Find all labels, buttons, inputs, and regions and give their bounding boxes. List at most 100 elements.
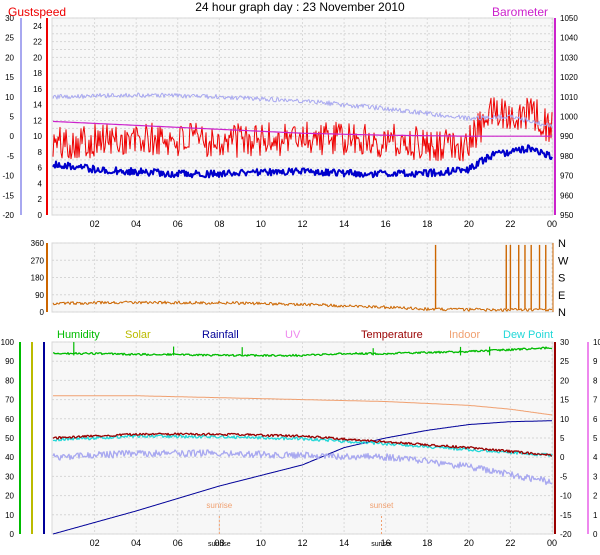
panel-top-left-tick: 14: [33, 101, 42, 110]
panel-bottom-x-tick: 12: [297, 538, 307, 548]
panel-top-x-tick: 10: [256, 219, 266, 229]
panel-bottom-right-tick: -15: [560, 511, 572, 520]
panel-bottom-x-tick: 16: [381, 538, 391, 548]
series-direction-line: [52, 300, 553, 312]
panel-bottom-right-tick: -20: [560, 530, 572, 539]
panel-top-left-tick: 24: [33, 22, 42, 31]
panel-bottom-uv-tick: 1: [593, 511, 598, 520]
panel-bottom-left-tick: 100: [1, 338, 15, 347]
panel-top-outer-left-tick: -15: [2, 191, 14, 200]
panel-direction-left-tick: 90: [35, 291, 44, 300]
panel-bottom-x-tick: 04: [131, 538, 141, 548]
panel-bottom-x-tick: 20: [464, 538, 474, 548]
panel-bottom-left-tick: 60: [5, 415, 14, 424]
panel-direction-left-tick: 0: [40, 308, 45, 317]
panel-bottom-uv-tick: 6: [593, 415, 598, 424]
series-gust-line: [52, 97, 553, 162]
panel-top-x-tick: 18: [422, 219, 432, 229]
panel-top-outer-left-tick: -10: [2, 172, 14, 181]
sunset-label: sunset: [370, 501, 394, 510]
panel-bottom-x-tick: 22: [505, 538, 515, 548]
panel-bottom-uv-tick: 3: [593, 472, 598, 481]
panel-bottom-uv-tick: 7: [593, 396, 598, 405]
panel-top-left-tick: 16: [33, 85, 42, 94]
panel-top-right-tick: 1050: [560, 14, 578, 23]
panel-top-left-tick: 4: [38, 179, 43, 188]
panel-bottom-left-tick: 10: [5, 511, 14, 520]
panel-bottom-uv-tick: 8: [593, 376, 598, 385]
panel-direction-left-tick: 360: [31, 239, 45, 248]
panel-top-x-tick: 22: [505, 219, 515, 229]
panel-direction-left-tick: 180: [31, 274, 45, 283]
panel-bottom-right-tick: 20: [560, 376, 569, 385]
panel-direction-compass-label: E: [558, 290, 565, 302]
panel-bottom-left-tick: 40: [5, 453, 14, 462]
series-bottom-indoor-line: [53, 395, 553, 416]
panel-bottom-uv-tick: 2: [593, 492, 598, 501]
panel-bottom-left-tick: 70: [5, 396, 14, 405]
series-bottom-temperature-line: [52, 432, 553, 457]
series-temperature_top-line: [52, 92, 553, 129]
panel-top-right-tick: 950: [560, 211, 574, 220]
panel-bottom-left-tick: 90: [5, 357, 14, 366]
panel-bottom-x-tick: 02: [90, 538, 100, 548]
panel-direction-compass-label: N: [558, 307, 566, 319]
legend-item: Dew Point: [503, 329, 553, 341]
panel-bottom-x-tick: 10: [256, 538, 266, 548]
panel-top-right-tick: 1020: [560, 73, 578, 82]
panel-top-outer-left-tick: 0: [10, 132, 15, 141]
series-bottom-temperature_top-line: [52, 449, 553, 486]
legend-item: UV: [285, 329, 301, 341]
panel-bottom-x-tick: 08: [214, 538, 224, 548]
legend-item: Humidity: [57, 329, 100, 341]
series-barometer-line: [52, 120, 552, 137]
panel-bottom-right-tick: 30: [560, 338, 569, 347]
panel-top-right-tick: 1030: [560, 53, 578, 62]
panel-top-outer-left-tick: -20: [2, 211, 14, 220]
legend-item: Solar: [125, 329, 151, 341]
panel-direction-compass-label: W: [558, 255, 569, 267]
panel-top-outer-left-tick: 10: [5, 93, 14, 102]
sunrise-axis-label: sunrise: [208, 541, 231, 548]
panel-bottom-x-tick: 14: [339, 538, 349, 548]
panel-top-x-tick: 16: [381, 219, 391, 229]
panel-top-right-tick: 1040: [560, 34, 578, 43]
panel-top-left-tick: 20: [33, 53, 42, 62]
series-bottom-rainfall-line: [52, 420, 552, 535]
panel-top-x-tick: 08: [214, 219, 224, 229]
panel-top-x-tick: 00: [547, 219, 557, 229]
panel-bottom-right-tick: -5: [560, 472, 568, 481]
panel-top-right-tick: 970: [560, 172, 574, 181]
sunset-axis-label: sunset: [371, 541, 392, 548]
panel-bottom-left-tick: 0: [10, 530, 15, 539]
legend-item: Rainfall: [202, 329, 239, 341]
sunrise-label: sunrise: [206, 501, 232, 510]
panel-bottom-right-tick: -10: [560, 492, 572, 501]
panel-bottom-uv-tick: 10: [593, 338, 600, 347]
panel-top-x-tick: 14: [339, 219, 349, 229]
series-bottom-humidity-line: [52, 346, 553, 358]
panel-top-outer-left-tick: -5: [7, 152, 15, 161]
panel-top-right-tick: 1000: [560, 113, 578, 122]
panel-direction-compass-label: S: [558, 273, 565, 285]
panel-top-outer-left-tick: 15: [5, 73, 14, 82]
panel-bottom-x-tick: 06: [173, 538, 183, 548]
panel-top-x-tick: 20: [464, 219, 474, 229]
panel-bottom-right-tick: 0: [560, 453, 565, 462]
panel-bottom-uv-tick: 0: [593, 530, 598, 539]
page-title: 24 hour graph day : 23 November 2010: [195, 0, 405, 14]
gustspeed-label: Gustspeed: [8, 5, 66, 19]
panel-bottom-right-tick: 10: [560, 415, 569, 424]
panel-direction-compass-label: N: [558, 238, 566, 250]
panel-top-outer-left-tick: 25: [5, 34, 14, 43]
panel-bottom-left-tick: 80: [5, 376, 14, 385]
panel-bottom-right-tick: 5: [560, 434, 565, 443]
panel-bottom-left-tick: 30: [5, 472, 14, 481]
panel-top-right-tick: 960: [560, 191, 574, 200]
panel-top-left-tick: 12: [33, 116, 42, 125]
panel-top-right-tick: 990: [560, 132, 574, 141]
panel-top-left-tick: 10: [33, 132, 42, 141]
legend-item: Temperature: [361, 329, 423, 341]
panel-bottom-uv-tick: 9: [593, 357, 598, 366]
